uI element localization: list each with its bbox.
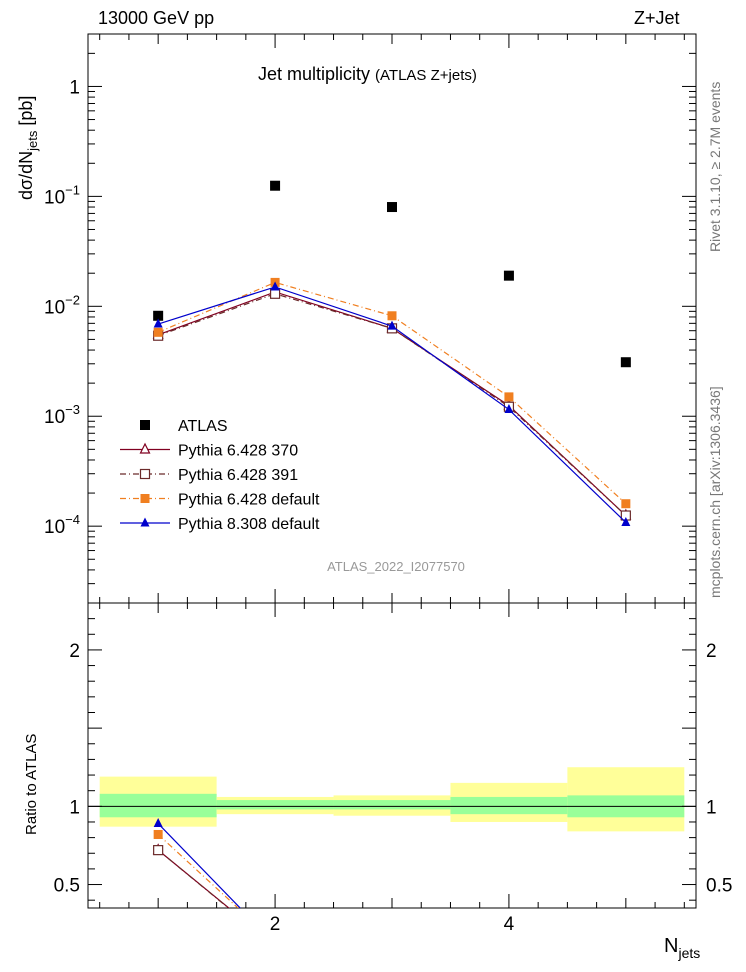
legend-label: Pythia 6.428 default: [178, 492, 320, 509]
ratio-y-axis-label: Ratio to ATLAS: [23, 734, 40, 835]
data-point: [387, 311, 397, 321]
x-tick-label: 2: [270, 914, 281, 935]
y-tick-label: 10−4: [44, 512, 80, 538]
analysis-watermark: ATLAS_2022_I2077570: [327, 559, 465, 574]
ratio-y-tick-label: 2: [69, 641, 80, 662]
data-point: [270, 281, 280, 291]
ratio-y-tick-label-right: 2: [706, 641, 717, 662]
legend-marker: [140, 517, 150, 527]
ratio-y-tick-label-right: 0.5: [706, 876, 732, 897]
inner-band-bin: [99, 793, 217, 818]
header-left: 13000 GeV pp: [98, 8, 215, 28]
data-point: [153, 327, 163, 337]
legend-marker: [139, 468, 151, 480]
data-point: [620, 357, 631, 368]
ratio-y-tick-label: 1: [69, 797, 80, 818]
x-tick-label: 4: [504, 914, 515, 935]
data-point: [621, 516, 631, 526]
ratio-y-tick-label: 0.5: [54, 876, 80, 897]
legend-label: Pythia 6.428 391: [178, 467, 298, 484]
inner-band-bin: [450, 796, 568, 815]
y-tick-label: 10−2: [44, 292, 80, 318]
x-axis-label: Njets: [664, 935, 700, 961]
data-point: [621, 499, 631, 509]
data-point: [153, 318, 163, 328]
data-point: [503, 270, 514, 281]
data-point: [270, 180, 281, 191]
chart-title: Jet multiplicity (ATLAS Z+jets): [258, 64, 477, 84]
y-tick-label: 1: [69, 77, 80, 98]
legend-label: ATLAS: [178, 418, 228, 435]
ratio-plot-data: [152, 818, 241, 908]
legend-label: Pythia 6.428 370: [178, 443, 298, 460]
data-point: [153, 310, 164, 321]
inner-band-bin: [333, 800, 451, 810]
ratio-uncertainty-bands: [88, 767, 696, 832]
ratio-point: [153, 818, 163, 828]
ratio-frame: [87, 602, 697, 909]
legend-marker: [140, 494, 150, 503]
data-point: [387, 202, 397, 213]
header-right: Z+Jet: [634, 8, 680, 28]
series-line-2: [157, 293, 627, 516]
ratio-series-group: [152, 818, 241, 908]
legend-marker: [140, 420, 150, 430]
data-point: [504, 404, 514, 414]
legend-marker: [139, 442, 151, 454]
main-plot-data: [152, 180, 632, 526]
data-point: [269, 288, 281, 299]
legend: ATLAS Pythia 6.428 370 Pythia 6.428 391 Pyt…: [120, 418, 320, 533]
ratio-y-tick-label-right: 1: [706, 797, 717, 818]
ratio-line-2: [157, 834, 239, 908]
main-y-axis-label: dσ/dNjets [pb]: [16, 96, 40, 200]
y-tick-label: 10−1: [44, 182, 80, 208]
data-point: [387, 320, 397, 330]
y-tick-label: 10−3: [44, 402, 80, 428]
ratio-line-3: [157, 823, 241, 908]
inner-band-bin: [216, 800, 334, 810]
axes: 2 4 10−4 10−3 10−2 10−1 1 0.5 0.5 1 1 2 2: [44, 33, 732, 935]
ratio-point: [153, 845, 164, 856]
legend-label: Pythia 8.308 default: [178, 516, 320, 533]
data-point: [504, 392, 514, 402]
ratio-point: [153, 829, 163, 839]
